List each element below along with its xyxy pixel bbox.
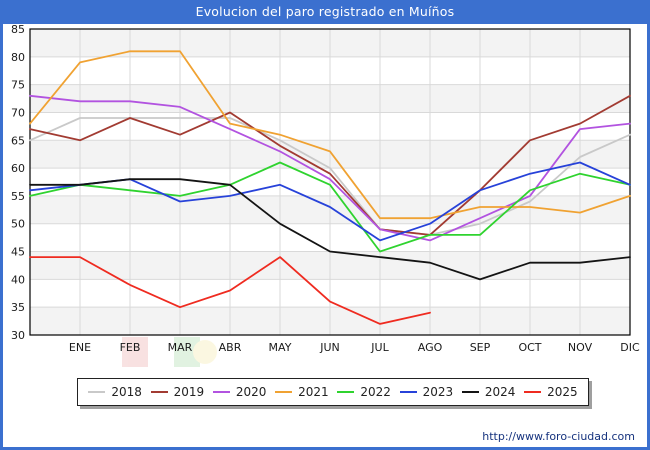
footer-url-link[interactable]: http://www.foro-ciudad.com <box>482 430 635 443</box>
x-tick-label: FEB <box>120 341 141 354</box>
y-tick-label: 50 <box>11 218 25 231</box>
y-tick-label: 40 <box>11 273 25 286</box>
legend-label-2018: 2018 <box>111 385 142 399</box>
legend-item-2022: 2022 <box>337 385 391 399</box>
y-tick-label: 45 <box>11 246 25 259</box>
series-line-2019 <box>29 94 631 236</box>
y-tick-label: 80 <box>11 51 25 64</box>
plot-border <box>29 28 631 336</box>
x-tick-label: OCT <box>518 341 541 354</box>
y-tick-label: 55 <box>11 190 25 203</box>
series-line-2020 <box>29 94 631 242</box>
x-tick-label: ABR <box>219 341 242 354</box>
legend-label-2020: 2020 <box>235 385 267 399</box>
y-tick-label: 65 <box>11 134 25 147</box>
legend-swatch-2025 <box>524 391 542 393</box>
legend-label-2025: 2025 <box>547 385 578 399</box>
legend-label-2022: 2022 <box>360 385 391 399</box>
y-tick-label: 85 <box>11 23 25 36</box>
x-tick-label: ENE <box>69 341 91 354</box>
y-tick-label: 35 <box>11 301 25 314</box>
legend-swatch-2020 <box>212 391 230 393</box>
legend-swatch-2019 <box>150 391 168 393</box>
legend-swatch-2021 <box>275 391 293 393</box>
legend-swatch-2023 <box>399 391 417 393</box>
legend-swatch-2024 <box>461 391 479 393</box>
x-tick-label: MAR <box>168 341 193 354</box>
legend-label-2024: 2024 <box>484 385 516 399</box>
series-line-2024 <box>29 178 631 281</box>
legend-label-2019: 2019 <box>173 385 205 399</box>
x-tick-label: JUN <box>319 341 340 354</box>
y-tick-label: 30 <box>11 329 25 342</box>
legend-item-2020: 2020 <box>212 385 267 399</box>
series-line-2022 <box>29 161 631 253</box>
page-title: Evolucion del paro registrado en Muíños <box>3 0 647 24</box>
x-tick-label: JUL <box>370 341 389 354</box>
legend-label-2021: 2021 <box>298 385 329 399</box>
x-tick-label: AGO <box>418 341 443 354</box>
x-tick-label: SEP <box>470 341 491 354</box>
y-tick-label: 75 <box>11 79 25 92</box>
line-chart-canvas: 85 80 75 70 65 60 55 50 45 40 35 30 ENE FEB MAR ABR MAY J… <box>11 23 640 367</box>
y-tick-label: 70 <box>11 106 25 119</box>
series-line-2025 <box>29 256 431 325</box>
x-tick-label: MAY <box>269 341 292 354</box>
legend-swatch-2018 <box>88 391 106 393</box>
legend-item-2018: 2018 <box>88 385 142 399</box>
legend-label-2023: 2023 <box>422 385 454 399</box>
legend-item-2025: 2025 <box>524 385 578 399</box>
y-tick-label: 60 <box>11 162 25 175</box>
x-tick-label: DIC <box>620 341 640 354</box>
watermark-logo <box>122 337 217 367</box>
series-line-2021 <box>29 50 631 220</box>
chart-legend: 2018 2019 2020 2021 2022 2023 2024 2025 <box>77 378 589 406</box>
legend-item-2021: 2021 <box>275 385 329 399</box>
x-tick-label: NOV <box>568 341 593 354</box>
legend-swatch-2022 <box>337 391 355 393</box>
legend-item-2024: 2024 <box>461 385 516 399</box>
legend-item-2019: 2019 <box>150 385 205 399</box>
legend-item-2023: 2023 <box>399 385 454 399</box>
